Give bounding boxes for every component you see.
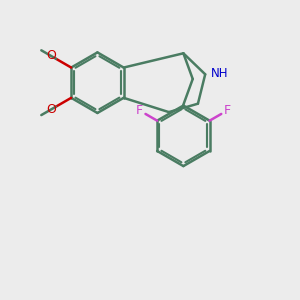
Text: F: F <box>224 104 231 117</box>
Text: O: O <box>46 49 56 62</box>
Text: O: O <box>46 103 56 116</box>
Text: NH: NH <box>211 67 228 80</box>
Text: F: F <box>136 104 143 117</box>
